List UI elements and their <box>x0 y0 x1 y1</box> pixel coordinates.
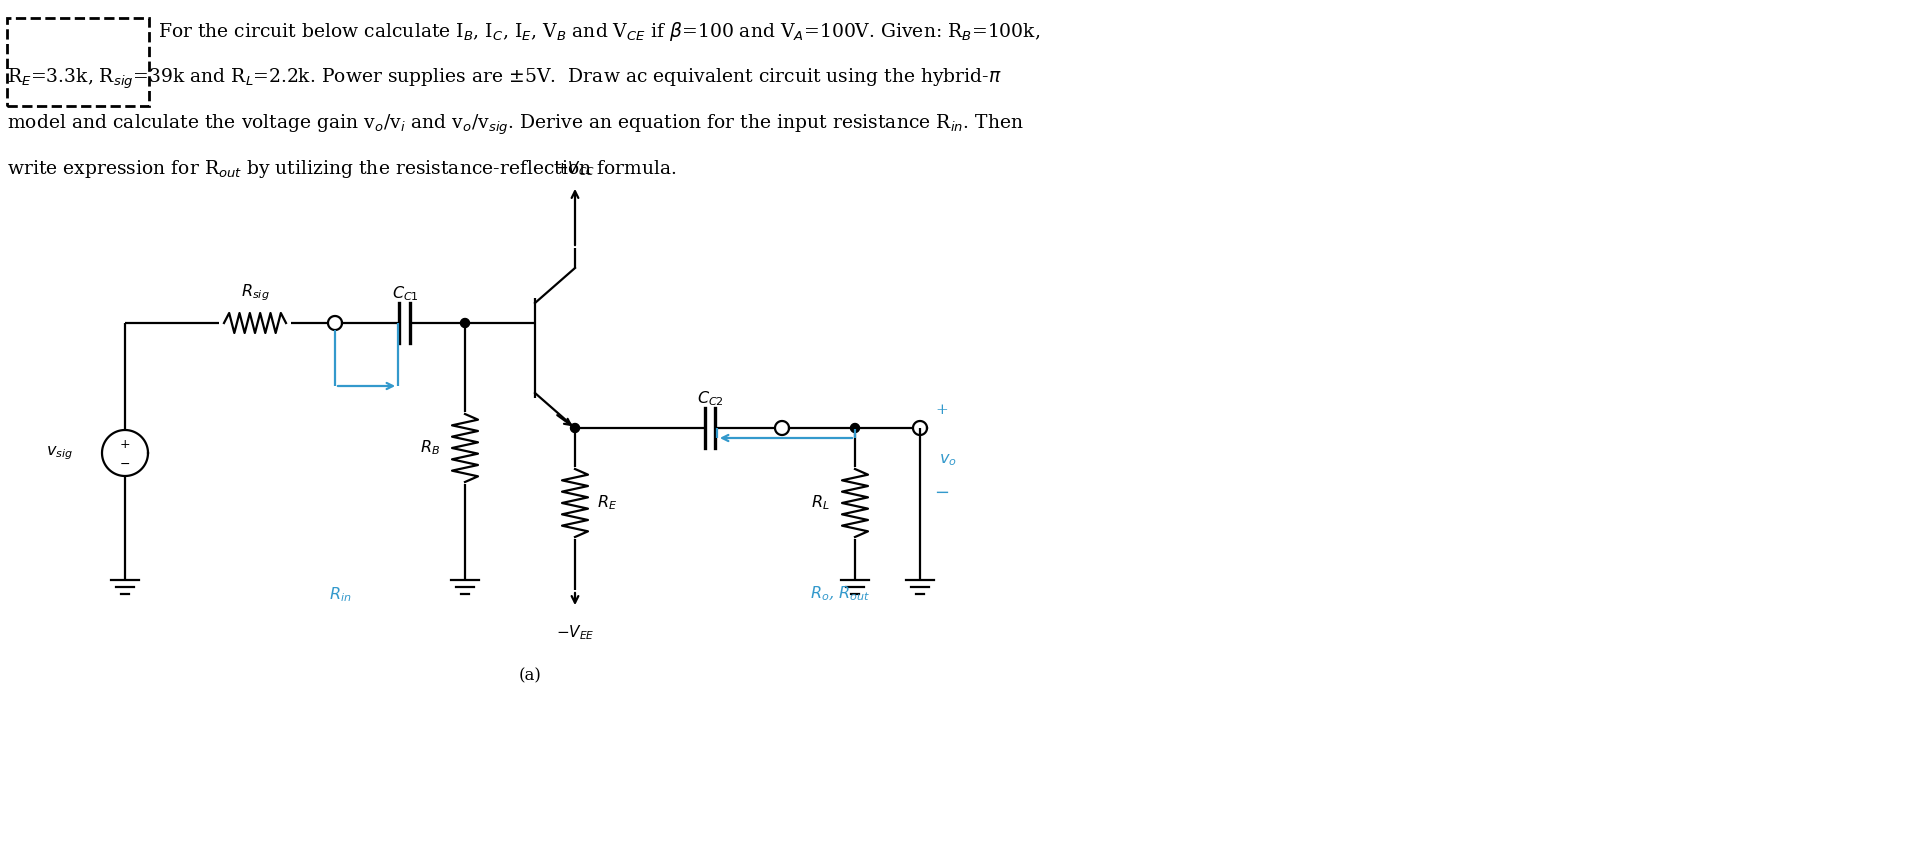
Polygon shape <box>570 424 579 432</box>
Text: (a): (a) <box>518 668 541 685</box>
Text: $+V_{CC}$: $+V_{CC}$ <box>554 160 595 178</box>
Text: $R_L$: $R_L$ <box>811 493 830 512</box>
Text: model and calculate the voltage gain v$_o$/v$_i$ and v$_o$/v$_{sig}$. Derive an : model and calculate the voltage gain v$_… <box>8 112 1024 136</box>
Text: $R_o$, $R_{out}$: $R_o$, $R_{out}$ <box>809 585 871 603</box>
Text: +: + <box>119 438 130 450</box>
Text: $R_{sig}$: $R_{sig}$ <box>240 282 269 303</box>
Text: $v_{sig}$: $v_{sig}$ <box>46 444 73 462</box>
Text: −: − <box>934 484 949 502</box>
Polygon shape <box>850 424 859 432</box>
Text: For the circuit below calculate I$_B$, I$_C$, I$_E$, V$_B$ and V$_{CE}$ if $\bet: For the circuit below calculate I$_B$, I… <box>157 20 1040 43</box>
Text: $C_{C2}$: $C_{C2}$ <box>696 390 723 408</box>
Text: $R_E$: $R_E$ <box>596 493 618 512</box>
Text: write expression for R$_{out}$ by utilizing the resistance-reflection formula.: write expression for R$_{out}$ by utiliz… <box>8 158 677 180</box>
Text: $v_o$: $v_o$ <box>940 451 957 468</box>
Text: −: − <box>119 457 130 470</box>
Text: +: + <box>936 403 947 417</box>
Text: $R_{in}$: $R_{in}$ <box>328 585 351 604</box>
Text: $C_{C1}$: $C_{C1}$ <box>391 284 418 303</box>
Text: $R_B$: $R_B$ <box>420 438 439 457</box>
Text: $-V_{EE}$: $-V_{EE}$ <box>556 623 595 642</box>
Polygon shape <box>460 318 470 328</box>
Text: R$_E$=3.3k, R$_{sig}$=39k and R$_L$=2.2k. Power supplies are $\pm$5V.  Draw ac e: R$_E$=3.3k, R$_{sig}$=39k and R$_L$=2.2k… <box>8 66 1001 90</box>
